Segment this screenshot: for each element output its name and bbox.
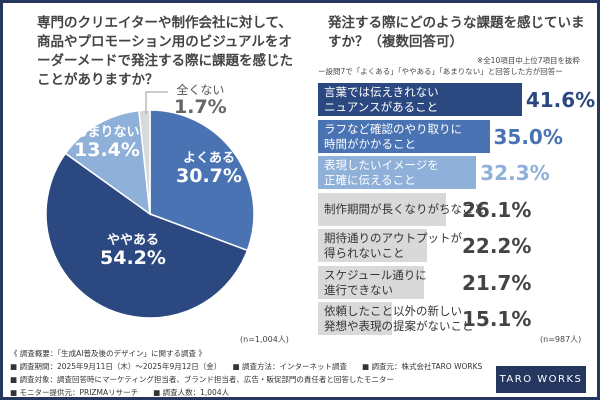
pie-value: 1.7% — [174, 96, 227, 119]
bar-label-line: 制作期間が長くなりがちなこと — [324, 201, 485, 216]
pie-value: 54.2% — [100, 247, 166, 270]
bar-value: 26.1% — [462, 197, 532, 222]
taro-works-logo: TARO WORKS — [496, 366, 586, 393]
survey-overview-line: ■ モニター提供元：PRIZMAリサーチ ■ 調査人数：1,004人 — [10, 388, 230, 397]
pie-slice — [149, 109, 255, 252]
bar-label: 表現したいイメージを 正確に伝えること — [324, 158, 439, 188]
bar — [318, 119, 490, 153]
bar-label: ラフなど確認のやり取りに 時間がかかること — [324, 122, 462, 152]
pie-value: 13.4% — [74, 139, 140, 162]
pie-question-title: 専門のクリエイターや制作会社に対して、商品やプロモーション用のビジュアルをオーダ… — [37, 15, 293, 88]
bar-label-line: 言葉では伝えきれない — [324, 85, 439, 99]
bar-value: 32.3% — [480, 161, 550, 185]
bar-label-line: ニュアンスがあること — [324, 100, 439, 114]
bar-label-line: 得られないこと — [324, 246, 405, 260]
bar-note: ※全10項目中上位7項目を抜粋 — [476, 56, 580, 65]
bar-subnote: ー設問7で「よくある」「ややある」「あまりない」と回答した方が回答ー — [318, 67, 563, 76]
pie-category: あまりない — [74, 125, 140, 140]
bar-value: 15.1% — [462, 307, 532, 331]
pie-category: 全くない — [176, 83, 225, 97]
bar-label: 依頼したこと以外の新しい 発想や表現の提案がないこと — [324, 304, 474, 334]
pie-value: 30.7% — [176, 165, 242, 188]
bar-question-title: 発注する際にどのような課題を感じていますか？（複数回答可） — [328, 15, 585, 50]
survey-overview-line: ■ 調査期間：2025年9月11日（木）〜2025年9月12日（金） ■ 調査方… — [10, 362, 483, 371]
pie-label-yokuaru: よくある 30.7% — [176, 151, 242, 188]
pie-category: よくある — [182, 151, 235, 166]
bar — [318, 265, 425, 299]
survey-overview-title: 《 調査概要：「生成AI普及後のデザイン」に関する調査 》 — [10, 349, 206, 358]
bar-label-line: 正確に伝えること — [324, 173, 416, 187]
pie-label-mattakunai: 全くない 1.7% — [174, 83, 227, 119]
bar — [318, 156, 477, 189]
pie-label-amarinai: あまりない 13.4% — [74, 125, 140, 162]
pie-slice — [138, 109, 151, 215]
bar-label-line: 進行できない — [324, 282, 393, 297]
bar-label-line: 期待通りのアウトプットが — [324, 231, 462, 245]
bar — [318, 192, 446, 226]
pie-category: ややある — [106, 233, 159, 248]
survey-overview-line: ■ 調査対象：調査回答時にマーケティング担当者、ブランド担当者、広告・販促部門の… — [10, 375, 394, 384]
bar-value: 21.7% — [462, 270, 532, 295]
bar-value: 41.6% — [525, 88, 596, 112]
bar — [318, 229, 427, 262]
bar-label: 言葉では伝えきれない ニュアンスがあること — [324, 85, 439, 115]
bar-label-line: 発想や表現の提案がないこと — [324, 319, 474, 333]
bar — [318, 302, 392, 335]
bar-label: 期待通りのアウトプットが 得られないこと — [324, 231, 462, 261]
bar-label-line: スケジュール通りに — [324, 267, 427, 282]
leader-line — [145, 91, 168, 114]
pie-slice — [45, 152, 249, 319]
pie-slice — [64, 109, 151, 216]
bar-label-line: 表現したいイメージを — [324, 158, 439, 172]
pie-sample-size: (n=1,004人) — [240, 335, 289, 344]
pie-label-yayaaru: ややある 54.2% — [100, 233, 166, 270]
bar-sample-size: (n=987人) — [540, 335, 582, 344]
bar — [318, 83, 522, 116]
bar-label: 制作期間が長くなりがちなこと — [324, 202, 485, 217]
bar-label: スケジュール通りに 進行できない — [324, 268, 427, 298]
bar-value: 22.2% — [462, 234, 532, 258]
bar-label-line: 依頼したこと以外の新しい — [324, 304, 462, 318]
bar-label-line: ラフなど確認のやり取りに — [324, 121, 462, 136]
bar-value: 35.0% — [493, 124, 563, 149]
bar-label-line: 時間がかかること — [324, 136, 416, 151]
